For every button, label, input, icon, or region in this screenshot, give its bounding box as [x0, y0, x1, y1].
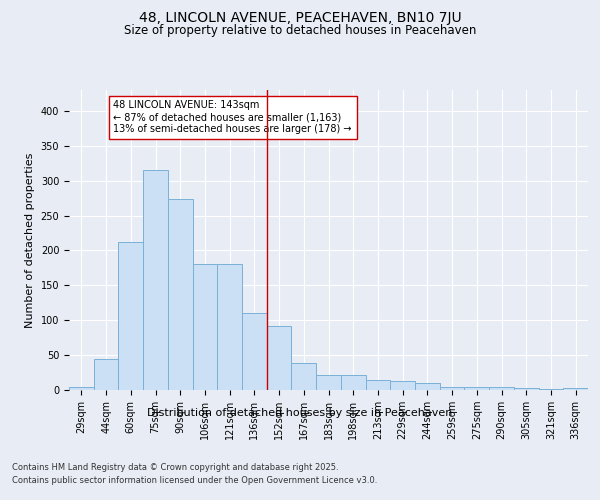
Text: 48 LINCOLN AVENUE: 143sqm
← 87% of detached houses are smaller (1,163)
13% of se: 48 LINCOLN AVENUE: 143sqm ← 87% of detac… — [113, 100, 352, 134]
Text: Contains HM Land Registry data © Crown copyright and database right 2025.: Contains HM Land Registry data © Crown c… — [12, 462, 338, 471]
Bar — [193, 264, 217, 390]
Y-axis label: Number of detached properties: Number of detached properties — [25, 152, 35, 328]
Text: Distribution of detached houses by size in Peacehaven: Distribution of detached houses by size … — [148, 408, 452, 418]
Bar — [94, 360, 118, 390]
Bar — [267, 326, 292, 390]
Bar — [365, 380, 390, 390]
Bar — [69, 386, 94, 390]
Bar — [390, 381, 415, 390]
Bar — [143, 170, 168, 390]
Bar — [415, 383, 440, 390]
Bar — [341, 374, 365, 390]
Bar — [440, 386, 464, 390]
Bar — [217, 264, 242, 390]
Bar — [118, 242, 143, 390]
Bar — [514, 388, 539, 390]
Bar — [168, 199, 193, 390]
Bar — [489, 386, 514, 390]
Bar — [242, 314, 267, 390]
Text: Size of property relative to detached houses in Peacehaven: Size of property relative to detached ho… — [124, 24, 476, 37]
Bar — [563, 388, 588, 390]
Bar — [292, 364, 316, 390]
Text: 48, LINCOLN AVENUE, PEACEHAVEN, BN10 7JU: 48, LINCOLN AVENUE, PEACEHAVEN, BN10 7JU — [139, 11, 461, 25]
Bar — [464, 386, 489, 390]
Text: Contains public sector information licensed under the Open Government Licence v3: Contains public sector information licen… — [12, 476, 377, 485]
Bar — [316, 374, 341, 390]
